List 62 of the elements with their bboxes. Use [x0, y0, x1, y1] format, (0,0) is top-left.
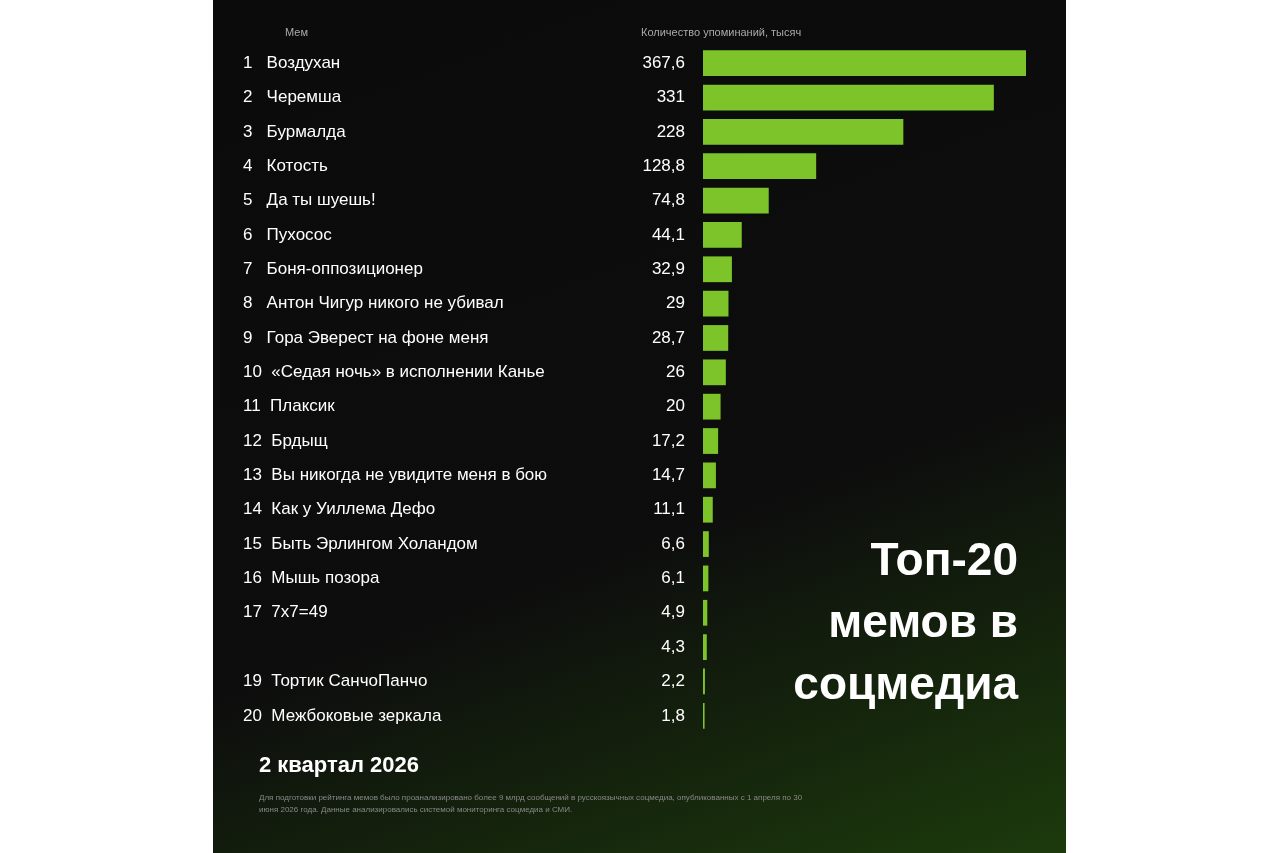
y-tick-label: 2 Черемша — [243, 87, 342, 107]
data-label: 128,8 — [642, 155, 685, 175]
bar — [703, 565, 709, 592]
data-label: 29 — [666, 293, 685, 313]
x-axis-title: Количество упоминаний, тысяч — [641, 26, 802, 38]
bar — [703, 428, 719, 454]
bar — [703, 599, 708, 626]
y-tick-label: 10 «Седая ночь» в исполнении Канье — [243, 362, 545, 382]
bar — [703, 118, 904, 145]
data-label: 4,3 — [661, 636, 685, 656]
bar — [703, 153, 817, 180]
y-tick-label: 14 Как у Уиллема Дефо — [243, 499, 436, 519]
data-label: 44,1 — [651, 224, 685, 244]
data-label: 74,8 — [651, 190, 685, 210]
data-label: 228 — [656, 121, 685, 141]
bar — [703, 462, 716, 489]
y-tick-label: 17 7x7=49 — [243, 602, 328, 622]
bar — [703, 634, 707, 661]
data-label: 4,9 — [661, 602, 685, 622]
text: Топ-20 мемов в соцмедиа — [792, 532, 1018, 711]
y-tick-label: 11 Плаксик — [243, 396, 336, 416]
data-label: 6,6 — [661, 533, 685, 553]
bar — [703, 50, 1026, 77]
bar — [703, 290, 729, 317]
y-tick-label: 9 Гора Эверест на фоне меня — [243, 327, 489, 347]
y-tick-label: 15 Быть Эрлингом Холандом — [243, 533, 478, 553]
bar — [703, 256, 732, 283]
bar — [703, 496, 713, 523]
bar — [703, 84, 994, 111]
bar — [703, 531, 709, 557]
bar — [703, 359, 726, 386]
text: Для подготовки рейтинга мемов было проанализировано более 9 млрд сообщений в русскоязычных соцмедиа, опубликованных с 1 апреля по 30 июня 2026 года. Данные анализировались системой мониторинга соцмедиа и СМИ. — [259, 792, 804, 816]
y-tick-label: 19 Тортик СанчоПанчо — [243, 671, 428, 691]
data-label: 331 — [656, 87, 685, 107]
bar — [703, 393, 721, 420]
y-axis-title: Мем — [285, 26, 308, 38]
bar — [703, 325, 729, 351]
data-label: 1,8 — [661, 705, 685, 725]
y-tick-label: 3 Бурмалда — [243, 121, 347, 141]
y-tick-label: 1 Воздухан — [243, 52, 341, 72]
y-tick-label: 6 Пухосос — [243, 224, 333, 244]
y-tick-label: 8 Антон Чигур никого не убивал — [243, 293, 504, 313]
data-label: 11,1 — [653, 499, 685, 519]
y-tick-label: 13 Вы никогда не увидите меня в бою — [243, 465, 548, 485]
y-tick-label: 5 Да ты шуешь! — [243, 190, 376, 210]
data-label: 17,2 — [651, 430, 685, 450]
y-tick-label: 7 Боня-оппозиционер — [243, 258, 423, 278]
data-label: 32,9 — [651, 258, 685, 278]
data-label: 20 — [666, 396, 685, 416]
y-tick-label: 12 Брдыщ — [243, 430, 328, 450]
data-label: 2,2 — [661, 671, 685, 691]
y-tick-label: 16 Мышь позора — [243, 568, 380, 588]
data-label: 367,6 — [642, 52, 685, 72]
data-label: 14,7 — [651, 465, 685, 485]
y-tick-label: 20 Межбоковые зеркала — [243, 705, 442, 725]
data-label: 28,7 — [651, 327, 685, 347]
bar — [703, 222, 742, 248]
bar — [703, 187, 769, 214]
y-tick-label: 4 Котость — [243, 155, 328, 175]
data-label: 6,1 — [661, 568, 685, 588]
text: 2 квартал 2026 — [259, 752, 420, 778]
data-label: 26 — [666, 362, 685, 382]
